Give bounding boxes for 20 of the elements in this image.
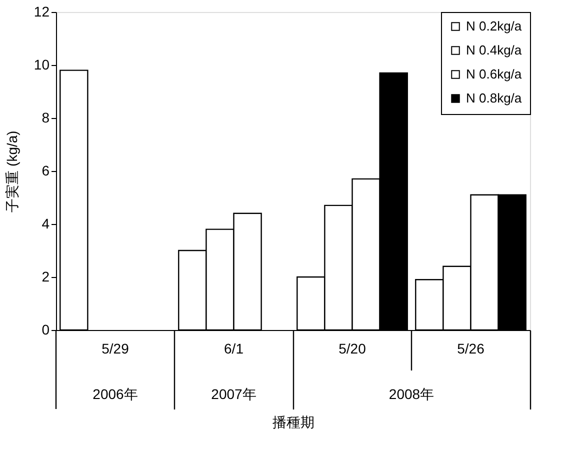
x-tick-label: 5/20 [338,340,366,356]
text: 2006年 [92,386,138,402]
y-tick-label: 4 [42,216,50,232]
x-tick-label: 5/29 [102,340,130,356]
legend-label: N 0.2kg/a [466,18,522,34]
y-tick-label: 6 [42,162,50,178]
y-tick-label: 0 [42,322,50,338]
y-axis-title: 子実重 (kg/a) [4,130,20,212]
legend-label: N 0.8kg/a [466,90,522,106]
text: 2007年 [211,386,256,402]
x-tick-label: 6/1 [224,340,244,356]
text: 2008年 [388,386,434,402]
legend-label: N 0.6kg/a [466,66,522,82]
x-tick-label: 5/26 [457,340,485,356]
x-axis-title: 播種期 [272,414,314,430]
legend-label: N 0.4kg/a [466,42,522,58]
y-tick-label: 12 [34,4,50,20]
y-tick-label: 10 [34,56,50,72]
y-tick-label: 2 [42,268,50,284]
y-tick-label: 8 [42,110,50,126]
